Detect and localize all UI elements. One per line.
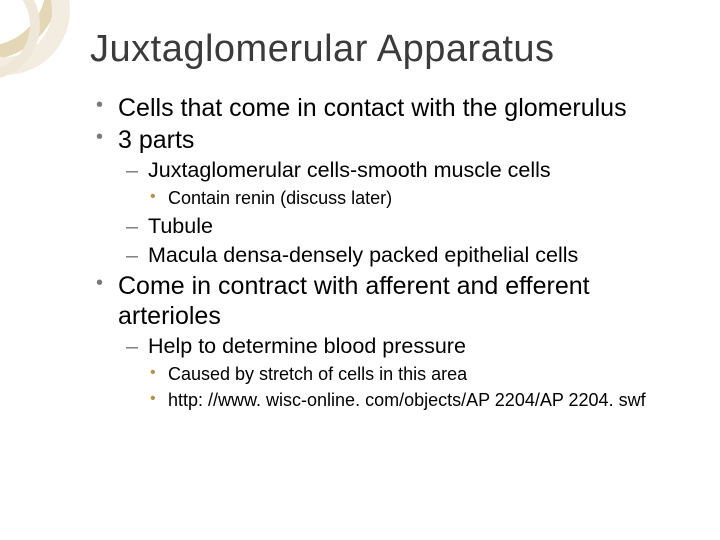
sub-text: Juxtaglomerular cells-smooth muscle cell…: [148, 158, 551, 182]
subsub-item: Contain renin (discuss later): [148, 187, 670, 210]
sub-list: Juxtaglomerular cells-smooth muscle cell…: [124, 157, 670, 269]
sub-item: Macula densa-densely packed epithelial c…: [124, 242, 670, 269]
sub-text: Help to determine blood pressure: [148, 334, 466, 358]
bullet-text: Come in contract with afferent and effer…: [118, 272, 590, 330]
bullet-item: 3 parts Juxtaglomerular cells-smooth mus…: [90, 125, 670, 269]
subsub-item: http: //www. wisc-online. com/objects/AP…: [148, 389, 670, 412]
sub-list: Help to determine blood pressure Caused …: [124, 333, 670, 413]
bullet-item: Cells that come in contact with the glom…: [90, 93, 670, 123]
sub-item: Juxtaglomerular cells-smooth muscle cell…: [124, 157, 670, 210]
sub-item: Tubule: [124, 213, 670, 240]
slide-content: Juxtaglomerular Apparatus Cells that com…: [0, 0, 720, 540]
subsub-list: Contain renin (discuss later): [148, 187, 670, 210]
slide-title: Juxtaglomerular Apparatus: [90, 28, 670, 71]
bullet-item: Come in contract with afferent and effer…: [90, 271, 670, 413]
bullet-text: 3 parts: [118, 126, 194, 154]
bullet-list: Cells that come in contact with the glom…: [90, 93, 670, 413]
subsub-list: Caused by stretch of cells in this area …: [148, 363, 670, 413]
sub-item: Help to determine blood pressure Caused …: [124, 333, 670, 413]
subsub-item: Caused by stretch of cells in this area: [148, 363, 670, 386]
